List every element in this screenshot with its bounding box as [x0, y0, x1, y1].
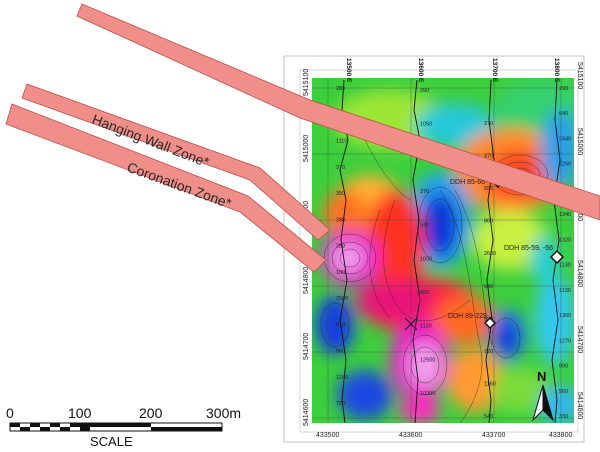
geophysics-color-map	[312, 78, 574, 423]
sample-value: 860	[484, 219, 493, 225]
survey-line-label: 13700 E	[491, 58, 498, 83]
easting-labels: 433500 433600 433700 433800	[316, 432, 572, 439]
sample-value: 810	[336, 322, 345, 328]
northing-label: 5414600	[576, 392, 583, 419]
sample-value: 2440	[559, 137, 571, 143]
scale-tick-label: 300m	[206, 405, 241, 421]
zone-traces	[5, 3, 600, 273]
drill-hole-ddh-85-59: DDH 85-59, -56	[504, 245, 565, 265]
hanging-wall-zone-trace-upper	[76, 3, 600, 221]
sample-value: 290	[559, 86, 568, 92]
sample-value: 2600	[484, 251, 496, 257]
sample-value: 1050	[420, 122, 432, 128]
sample-value: 370	[420, 189, 429, 195]
northing-label: 5415000	[303, 135, 310, 162]
scale-caption: SCALE	[90, 434, 133, 449]
northing-label: 5414700	[576, 326, 583, 353]
coronation-zone-trace-upper	[21, 83, 331, 241]
drill-hole-label: DDH 85-59, -56	[504, 245, 553, 252]
sample-value: 12500	[420, 357, 435, 363]
sample-value: 990	[559, 364, 568, 370]
sample-value: 1120	[420, 324, 432, 330]
coronation-zone-trace-lower	[5, 103, 327, 273]
northing-label: 5415000	[576, 128, 583, 155]
drill-hole-label: DDH 89-229	[448, 313, 487, 320]
sample-value: 640	[559, 111, 568, 117]
scale-tick-label: 100	[68, 405, 92, 421]
sample-value: 370	[484, 121, 493, 127]
easting-label: 433800	[549, 432, 572, 439]
sample-value: 720	[484, 349, 493, 355]
sample-value: 1130	[559, 288, 571, 294]
sample-value: 420	[420, 290, 429, 296]
scale-tick-label: 0	[6, 405, 14, 421]
northing-label: 5415100	[303, 69, 310, 96]
survey-line-labels: 13500 E 13600 E 13700 E 13800 E	[345, 58, 560, 83]
survey-line-label: 13800 E	[553, 58, 560, 83]
sample-value: 290	[420, 88, 429, 94]
sample-value: 540	[484, 414, 493, 420]
northing-label: 5415100	[576, 62, 583, 89]
sample-value: 1320	[559, 237, 571, 243]
scale-tick-label: 200	[139, 405, 163, 421]
survey-line-label: 13500 E	[345, 58, 352, 83]
sample-value: 2250	[559, 162, 571, 168]
sample-value: 550	[484, 186, 493, 192]
northing-label: 5414700	[303, 333, 310, 360]
sample-value: 1000	[420, 256, 432, 262]
sample-value: 100	[336, 270, 345, 276]
sample-value: 2500	[336, 296, 348, 302]
easting-label: 433700	[482, 432, 505, 439]
survey-line-label: 13600 E	[417, 58, 424, 83]
northing-label: 5414600	[303, 399, 310, 426]
sample-value: 280	[336, 217, 345, 223]
easting-label: 433600	[399, 432, 422, 439]
sample-value: 250	[336, 244, 345, 250]
sample-value: 1160	[484, 381, 496, 387]
sample-value: 700	[336, 401, 345, 407]
drill-hole-ddh-89-229: DDH 89-229	[448, 313, 497, 330]
sample-value: 1340	[559, 212, 571, 218]
sample-value: 560	[559, 389, 568, 395]
sample-value: 280	[336, 86, 345, 92]
sample-value: 530	[420, 223, 429, 229]
sample-value: 470	[484, 154, 493, 160]
northing-label: 5414800	[303, 267, 310, 294]
sample-value: 370	[336, 165, 345, 171]
drill-collar-marker	[404, 317, 418, 331]
easting-label: 433500	[316, 432, 339, 439]
sample-value: 1130	[559, 263, 571, 269]
sample-value: 350	[336, 191, 345, 197]
sample-value: 1270	[559, 338, 571, 344]
sample-value: 10300	[420, 391, 435, 397]
northing-label: 5414800	[576, 260, 583, 287]
sample-value: 860	[336, 349, 345, 355]
sample-value: 640	[484, 284, 493, 290]
scale-bar: 0 100 200 300m SCALE	[6, 405, 241, 449]
north-label: N	[537, 369, 546, 384]
sample-values-line-4: 2906402440225011101340132011301130136012…	[559, 86, 571, 420]
sample-value: 330	[559, 414, 568, 420]
sample-value: 1360	[559, 313, 571, 319]
sample-value: 1110	[336, 139, 347, 145]
drill-hole-label: DDH 85-66	[450, 179, 485, 186]
sample-value: 1240	[336, 375, 348, 381]
north-arrow: N	[531, 369, 555, 422]
